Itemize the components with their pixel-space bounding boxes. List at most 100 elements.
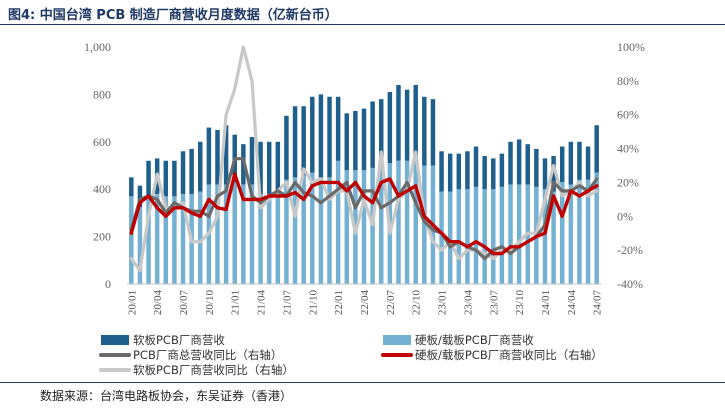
legend-label: PCB厂商总营收同比（右轴） [133, 348, 282, 362]
bar-rigid-substrate [585, 179, 591, 284]
bar-flexible [344, 113, 350, 171]
bar-flexible [172, 160, 177, 197]
bar-flexible [189, 148, 194, 194]
bar-flexible [396, 84, 401, 161]
bar-flexible [491, 158, 496, 190]
x-axis-tick-label: 23/01 [437, 290, 449, 315]
x-axis-tick-label: 21/01 [230, 290, 242, 315]
bar-rigid-substrate [422, 165, 427, 284]
bar-rigid-substrate [404, 160, 410, 284]
bar-flexible [404, 89, 410, 161]
bar-rigid-substrate [335, 160, 341, 284]
bar-rigid-substrate [249, 184, 255, 284]
bar-rigid-substrate [439, 191, 444, 284]
right-axis-tick-label: 20% [617, 175, 639, 189]
bar-rigid-substrate [129, 196, 134, 284]
x-axis-tick-label: 24/01 [540, 290, 552, 315]
bar-rigid-substrate [146, 196, 151, 284]
legend: 软板PCB厂商营收 硬板/载板PCB厂商营收 PCB厂商总营收同比（右轴） 硬板/载板… [99, 333, 603, 377]
bar-flexible [568, 141, 574, 185]
legend-label: 软板PCB厂商营收 [133, 333, 225, 347]
bar-flexible [335, 96, 341, 161]
bar-rigid-substrate [577, 179, 582, 284]
bar-rigid-substrate [292, 177, 298, 284]
title-rule [0, 24, 725, 25]
bar-flexible [266, 141, 272, 194]
x-axis-tick-label: 22/01 [333, 290, 345, 315]
right-axis-tick-label: 40% [617, 142, 639, 156]
bar-rigid-substrate [378, 165, 384, 284]
x-axis-tick-label: 20/04 [152, 290, 164, 316]
bar-flexible [439, 151, 444, 192]
x-axis-tick-label: 24/04 [566, 290, 578, 316]
bar-flexible [353, 110, 358, 171]
bar-flexible [370, 101, 375, 168]
bar-rigid-substrate [361, 170, 367, 284]
x-axis: 20/01 20/04 20/07 20/10 21/01 21/04 21/07 21/10… [126, 283, 604, 316]
bar-flexible [473, 146, 479, 187]
bar-rigid-substrate [241, 184, 246, 284]
bar-flexible [516, 139, 522, 185]
bar-rigid-substrate [163, 196, 169, 284]
bar-flexible [525, 144, 530, 185]
bar-rigid-substrate [344, 170, 350, 284]
bar-flexible [361, 108, 367, 171]
bar-flexible [482, 156, 487, 190]
x-axis-tick-label: 24/07 [592, 290, 604, 316]
bar-rigid-substrate [275, 191, 281, 284]
line-rigid-substrate-yoy [129, 172, 599, 256]
bar-flexible [137, 185, 143, 207]
bar-rigid-substrate [559, 182, 565, 284]
right-axis-tick-label: 60% [617, 108, 639, 122]
legend-swatch [383, 335, 411, 345]
bar-flexible [249, 137, 255, 185]
right-axis-tick-label: 100% [617, 40, 645, 54]
bar-flexible [456, 153, 462, 190]
legend-label: 软板PCB厂商营收同比（右轴） [133, 363, 294, 377]
x-axis-tick-label: 23/10 [514, 290, 526, 316]
bar-flexible [577, 141, 582, 180]
bar-rigid-substrate [568, 184, 574, 284]
bar-flexible [284, 115, 289, 180]
bar-flexible [447, 153, 453, 192]
bar-flexible [534, 148, 539, 187]
bar-flexible [301, 106, 306, 175]
bar-flexible [310, 96, 315, 173]
bar-flexible [129, 177, 134, 197]
left-axis-tick-label: 200 [93, 230, 111, 244]
left-axis-tick-label: 1,000 [84, 40, 111, 54]
right-axis-tick-label: -40% [617, 277, 643, 291]
bar-flexible [292, 106, 298, 178]
bar-flexible [198, 141, 203, 192]
bar-flexible [146, 160, 151, 197]
x-axis-tick-label: 21/07 [281, 290, 293, 316]
left-axis-tick-label: 800 [93, 87, 111, 101]
figure-title: 图4: 中国台湾 PCB 制造厂商营收月度数据（亿新台币） [8, 8, 338, 23]
right-axis-tick-label: 0% [617, 209, 633, 223]
x-axis-tick-label: 21/04 [256, 290, 268, 316]
bars [129, 84, 599, 284]
right-axis-tick-label: 80% [617, 74, 639, 88]
x-axis-tick-label: 20/01 [126, 290, 138, 315]
x-axis-tick-label: 20/10 [204, 290, 216, 316]
bar-flexible [594, 125, 599, 173]
bar-rigid-substrate [301, 174, 306, 284]
bar-flexible [223, 125, 229, 185]
bar-flexible [258, 141, 263, 194]
bar-flexible [387, 92, 393, 164]
bar-rigid-substrate [310, 172, 315, 284]
bar-rigid-substrate [137, 206, 143, 284]
lines [129, 45, 599, 273]
bar-rigid-substrate [172, 196, 177, 284]
bar-flexible [215, 129, 220, 185]
legend-label: 硬板/载板PCB厂商营收 [415, 333, 534, 347]
bar-rigid-substrate [473, 186, 479, 284]
left-axis-tick-label: 0 [105, 277, 111, 291]
bar-rigid-substrate [327, 177, 332, 284]
x-axis-tick-label: 22/10 [411, 290, 423, 316]
bar-rigid-substrate [482, 189, 487, 284]
bar-flexible [542, 158, 548, 190]
bar-rigid-substrate [258, 193, 263, 284]
